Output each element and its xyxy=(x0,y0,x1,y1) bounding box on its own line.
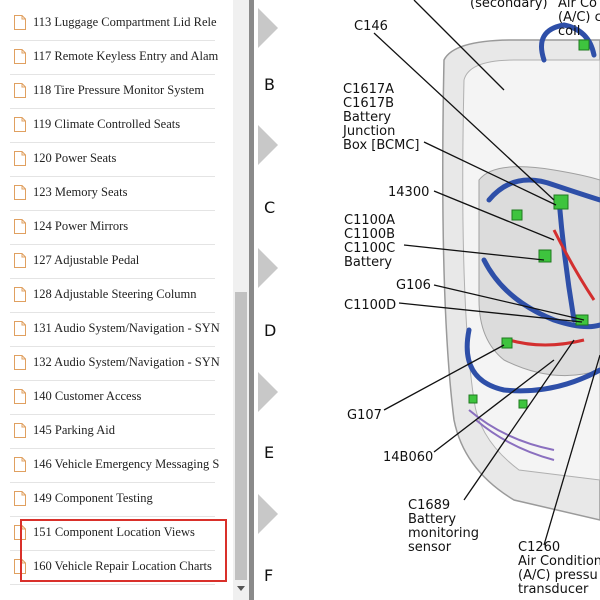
divider xyxy=(249,0,254,600)
file-icon xyxy=(14,287,26,302)
diagram-label: C1100D xyxy=(344,298,396,313)
item-label: 119 Climate Controlled Seats xyxy=(33,117,181,131)
vehicle-illustration xyxy=(442,22,600,521)
sidebar-item[interactable]: 118 Tire Pressure Monitor System xyxy=(10,75,215,109)
sidebar-item[interactable]: 119 Climate Controlled Seats xyxy=(10,109,215,143)
item-label: 149 Component Testing xyxy=(33,491,153,505)
sidebar-item[interactable]: 128 Adjustable Steering Column xyxy=(10,279,215,313)
diagram-label: Battery xyxy=(343,110,391,125)
file-icon xyxy=(14,355,26,370)
item-label: 128 Adjustable Steering Column xyxy=(33,287,197,301)
scroll-thumb[interactable] xyxy=(235,292,247,580)
sidebar-item[interactable]: 146 Vehicle Emergency Messaging S xyxy=(10,449,219,483)
diagram-label: G106 xyxy=(396,278,431,293)
file-icon xyxy=(14,117,26,132)
diagram-label: G107 xyxy=(347,408,382,423)
diagram-label: C1100B xyxy=(344,227,395,242)
sidebar-item[interactable]: 113 Luggage Compartment Lid Rele xyxy=(10,7,217,41)
item-label: 127 Adjustable Pedal xyxy=(33,253,140,267)
file-icon xyxy=(14,49,26,64)
scroll-down-arrow[interactable] xyxy=(237,586,245,592)
row-chevrons xyxy=(258,8,278,534)
item-label: 123 Memory Seats xyxy=(33,185,128,199)
diagram-label: coil xyxy=(558,24,580,39)
diagram-label: C1260 xyxy=(518,540,560,555)
row-letter: C xyxy=(264,198,275,217)
row-letter: E xyxy=(264,443,274,462)
diagram-label: (secondary) xyxy=(470,0,548,11)
diagram-label: Air Condition xyxy=(518,554,600,569)
diagram-label: Battery xyxy=(344,255,392,270)
diagram-label: C1100C xyxy=(344,241,395,256)
sidebar-item[interactable]: 131 Audio System/Navigation - SYN xyxy=(10,313,220,347)
item-label: 113 Luggage Compartment Lid Rele xyxy=(33,15,217,29)
sidebar-item[interactable]: 117 Remote Keyless Entry and Alam xyxy=(10,41,219,75)
file-icon xyxy=(14,83,26,98)
item-label: 146 Vehicle Emergency Messaging S xyxy=(33,457,220,471)
file-icon xyxy=(14,321,26,336)
diagram-label: 14B060 xyxy=(383,450,433,465)
file-icon xyxy=(14,491,26,506)
diagram-label: C146 xyxy=(354,19,388,34)
sidebar-item[interactable]: 127 Adjustable Pedal xyxy=(10,245,215,279)
item-label: 120 Power Seats xyxy=(33,151,117,165)
diagram-label: Junction xyxy=(342,124,395,139)
item-label: 160 Vehicle Repair Location Charts xyxy=(33,559,212,573)
row-letter: D xyxy=(264,321,276,340)
file-icon xyxy=(14,185,26,200)
diagram-label: C1100A xyxy=(344,213,395,228)
diagram-label: sensor xyxy=(408,540,452,555)
item-label: 140 Customer Access xyxy=(33,389,142,403)
diagram-label: (A/C) c xyxy=(558,10,600,25)
sidebar-item[interactable]: 123 Memory Seats xyxy=(10,177,215,211)
file-icon xyxy=(14,457,26,472)
diagram-label: Battery xyxy=(408,512,456,527)
sidebar-item[interactable]: 124 Power Mirrors xyxy=(10,211,215,245)
diagram-label: Box [BCMC] xyxy=(343,138,420,153)
diagram-label: Air Co xyxy=(558,0,597,11)
row-letter: F xyxy=(264,566,273,585)
diagram-label: (A/C) pressu xyxy=(518,568,598,583)
sidebar-item[interactable]: 140 Customer Access xyxy=(10,381,215,415)
diagram-label: C1617B xyxy=(343,96,394,111)
item-label: 117 Remote Keyless Entry and Alam xyxy=(33,49,219,63)
scrollbar[interactable] xyxy=(233,0,249,600)
leader-lines xyxy=(373,0,600,546)
item-label: 124 Power Mirrors xyxy=(33,219,129,233)
item-label: 145 Parking Aid xyxy=(33,423,115,437)
item-label: 132 Audio System/Navigation - SYN xyxy=(33,355,220,369)
highlight-box xyxy=(20,519,227,582)
item-label: 131 Audio System/Navigation - SYN xyxy=(33,321,220,335)
item-label: 151 Component Location Views xyxy=(33,525,195,539)
diagram-label: 14300 xyxy=(388,185,429,200)
sidebar-item[interactable]: 120 Power Seats xyxy=(10,143,215,177)
file-icon xyxy=(14,389,26,404)
sidebar-item[interactable]: 132 Audio System/Navigation - SYN xyxy=(10,347,220,381)
diagram-label: C1617A xyxy=(343,82,394,97)
file-icon xyxy=(14,219,26,234)
diagram-label: transducer xyxy=(518,582,589,597)
file-icon xyxy=(14,15,26,30)
diagram-label: C1689 xyxy=(408,498,450,513)
sidebar: 113 Luggage Compartment Lid Rele 117 Remo… xyxy=(0,0,233,600)
sidebar-item[interactable]: 145 Parking Aid xyxy=(10,415,215,449)
diagram-label: monitoring xyxy=(408,526,479,541)
item-label: 118 Tire Pressure Monitor System xyxy=(33,83,205,97)
file-icon xyxy=(14,253,26,268)
file-icon xyxy=(14,151,26,166)
sidebar-item[interactable]: 149 Component Testing xyxy=(10,483,215,517)
file-icon xyxy=(14,423,26,438)
row-letter: B xyxy=(264,75,275,94)
